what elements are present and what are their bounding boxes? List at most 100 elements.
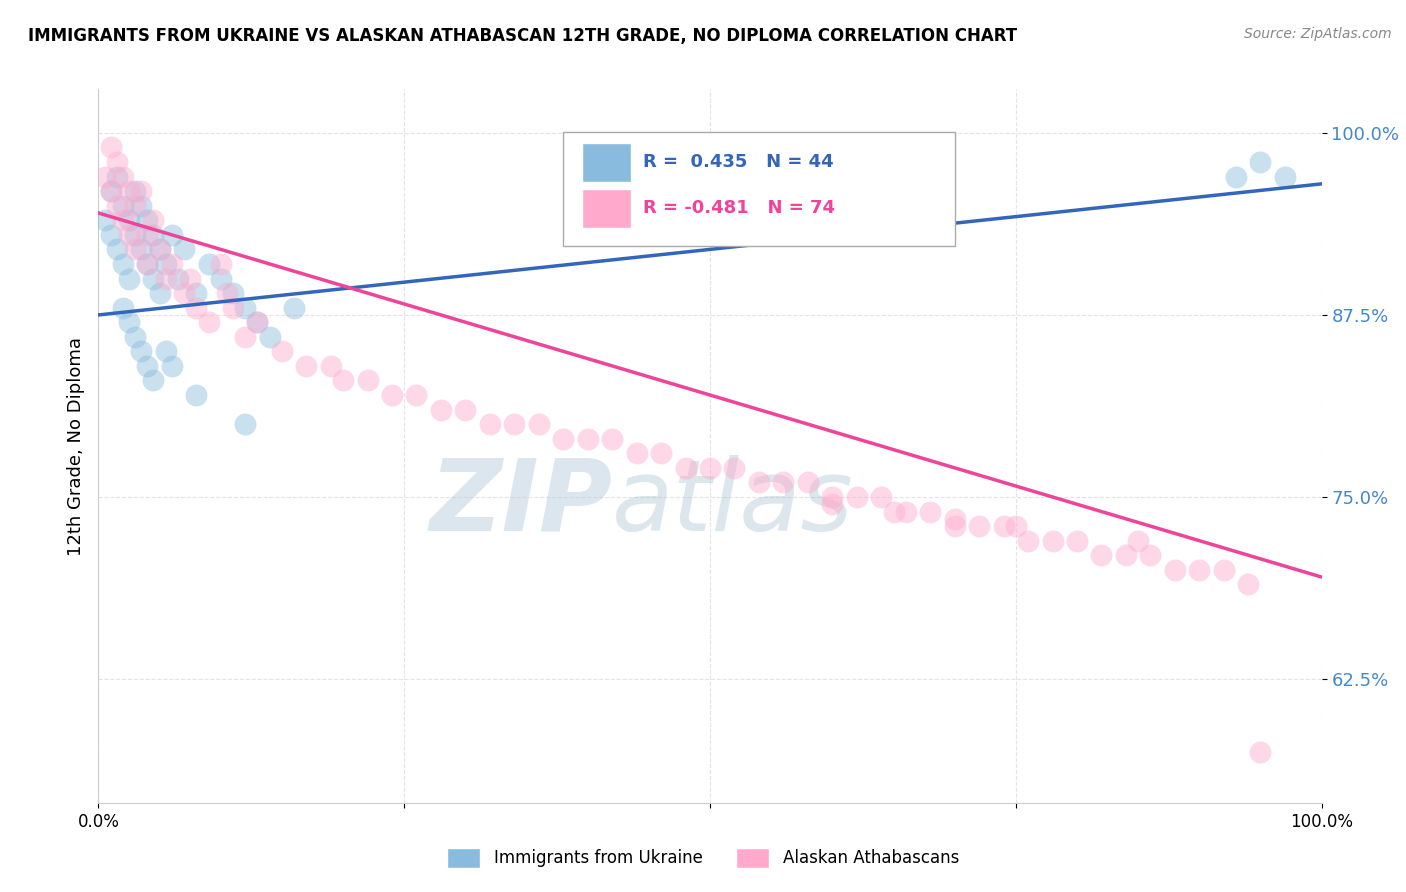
- Point: [1017, 533, 1039, 548]
- Point: [553, 432, 575, 446]
- Point: [233, 417, 256, 432]
- Point: [155, 271, 177, 285]
- Point: [699, 460, 721, 475]
- Point: [1115, 548, 1137, 562]
- Point: [626, 446, 648, 460]
- Text: atlas: atlas: [612, 455, 853, 551]
- Point: [1139, 548, 1161, 562]
- Point: [142, 213, 165, 227]
- Point: [920, 504, 942, 518]
- Point: [167, 271, 190, 285]
- Text: R = -0.481   N = 74: R = -0.481 N = 74: [643, 200, 835, 218]
- Point: [576, 432, 599, 446]
- Point: [600, 432, 623, 446]
- Point: [821, 490, 844, 504]
- Point: [111, 213, 134, 227]
- Point: [1004, 519, 1026, 533]
- Y-axis label: 12th Grade, No Diploma: 12th Grade, No Diploma: [66, 336, 84, 556]
- Text: IMMIGRANTS FROM UKRAINE VS ALASKAN ATHABASCAN 12TH GRADE, NO DIPLOMA CORRELATION: IMMIGRANTS FROM UKRAINE VS ALASKAN ATHAB…: [28, 27, 1018, 45]
- Point: [105, 243, 128, 257]
- Point: [118, 213, 141, 227]
- Point: [993, 519, 1015, 533]
- Text: ZIP: ZIP: [429, 455, 612, 551]
- Point: [118, 227, 141, 242]
- Point: [149, 286, 172, 301]
- Point: [1042, 533, 1064, 548]
- Point: [1066, 533, 1088, 548]
- Point: [136, 227, 159, 242]
- Point: [186, 388, 208, 402]
- Point: [1164, 563, 1187, 577]
- Point: [129, 344, 152, 359]
- Point: [93, 213, 115, 227]
- Point: [111, 199, 134, 213]
- Point: [186, 286, 208, 301]
- Point: [124, 199, 146, 213]
- Point: [1249, 745, 1271, 759]
- Point: [1128, 533, 1150, 548]
- Point: [454, 402, 477, 417]
- Point: [124, 184, 146, 198]
- Point: [1225, 169, 1247, 184]
- Point: [356, 374, 378, 388]
- Bar: [582, 143, 630, 182]
- Point: [149, 243, 172, 257]
- Point: [967, 519, 990, 533]
- Point: [943, 519, 966, 533]
- Point: [93, 169, 115, 184]
- Point: [129, 184, 152, 198]
- Point: [1212, 563, 1234, 577]
- Text: R =  0.435   N = 44: R = 0.435 N = 44: [643, 153, 834, 171]
- Point: [527, 417, 550, 432]
- Point: [233, 301, 256, 315]
- Point: [233, 330, 256, 344]
- Point: [160, 227, 183, 242]
- Point: [118, 315, 141, 329]
- Point: [105, 199, 128, 213]
- Point: [1274, 169, 1296, 184]
- Point: [772, 475, 794, 490]
- Point: [100, 140, 122, 154]
- Point: [405, 388, 427, 402]
- Point: [821, 497, 844, 511]
- Point: [894, 504, 917, 518]
- Point: [129, 199, 152, 213]
- Point: [111, 169, 134, 184]
- Point: [100, 184, 122, 198]
- Point: [246, 315, 269, 329]
- Point: [160, 257, 183, 271]
- Point: [1249, 155, 1271, 169]
- Point: [173, 286, 195, 301]
- Point: [124, 227, 146, 242]
- Point: [246, 315, 269, 329]
- Point: [503, 417, 526, 432]
- Point: [186, 301, 208, 315]
- Point: [111, 301, 134, 315]
- Point: [319, 359, 342, 373]
- Point: [118, 184, 141, 198]
- Point: [1237, 577, 1260, 591]
- Point: [675, 460, 697, 475]
- Point: [270, 344, 294, 359]
- Point: [155, 344, 177, 359]
- Point: [222, 301, 245, 315]
- Point: [100, 227, 122, 242]
- Point: [100, 184, 122, 198]
- Point: [136, 359, 159, 373]
- Point: [155, 257, 177, 271]
- Point: [136, 257, 159, 271]
- Point: [381, 388, 404, 402]
- Point: [332, 374, 354, 388]
- FancyBboxPatch shape: [564, 132, 955, 246]
- Point: [748, 475, 770, 490]
- Point: [160, 359, 183, 373]
- Point: [111, 257, 134, 271]
- Point: [197, 257, 219, 271]
- Point: [259, 330, 281, 344]
- Point: [142, 374, 165, 388]
- Point: [209, 257, 232, 271]
- Point: [142, 227, 165, 242]
- Point: [215, 286, 238, 301]
- Text: Source: ZipAtlas.com: Source: ZipAtlas.com: [1244, 27, 1392, 41]
- Point: [295, 359, 318, 373]
